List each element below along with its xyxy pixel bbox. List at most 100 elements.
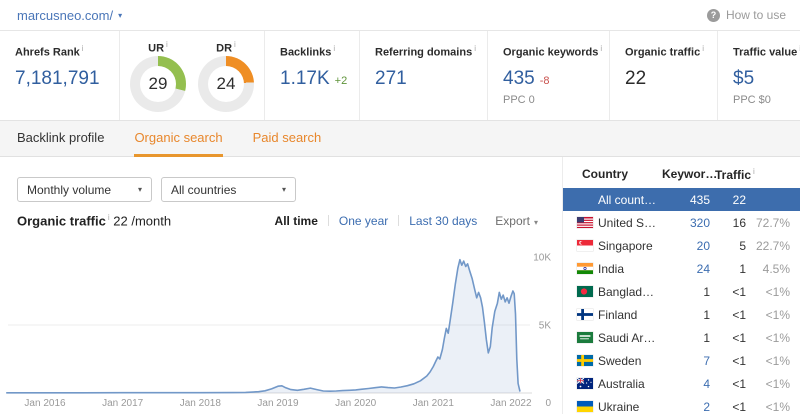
table-row-finland[interactable]: Finland 1 <1 <1% xyxy=(563,303,800,326)
divider xyxy=(327,215,329,227)
dr-donut: 24 xyxy=(198,55,254,112)
chart-current-value: 22 /month xyxy=(113,213,172,229)
table-row-united-s-[interactable]: United S… 320 16 72.7% xyxy=(563,211,800,234)
tab-organic-search[interactable]: Organic search xyxy=(134,121,223,157)
traffic-percent: 4.5% xyxy=(762,261,790,276)
traffic-count: 16 xyxy=(732,215,746,230)
traffic-count: 22 xyxy=(732,192,746,207)
traffic-percent: 72.7% xyxy=(755,215,790,230)
ahrefs-rank-label: Ahrefs Rank xyxy=(15,46,80,59)
traffic-count: <1 xyxy=(732,284,746,299)
dr-gauge: DR i 24 xyxy=(197,40,255,120)
traffic-percent: <1% xyxy=(765,353,790,368)
table-row-singapore[interactable]: Singapore 20 5 22.7% xyxy=(563,234,800,257)
tab-strip: Backlink profile Organic search Paid searc… xyxy=(0,121,800,157)
svg-text:0: 0 xyxy=(545,398,551,409)
chevron-down-icon: ▾ xyxy=(137,185,142,194)
traffic-percent: <1% xyxy=(765,284,790,299)
table-row-india[interactable]: India 24 1 4.5% xyxy=(563,257,800,280)
keywords-count[interactable]: 2 xyxy=(703,399,710,414)
table-row-australia[interactable]: Australia 4 <1 <1% xyxy=(563,372,800,395)
countries-select[interactable]: All countries ▾ xyxy=(161,177,296,202)
volume-select[interactable]: Monthly volume ▾ xyxy=(17,177,152,202)
country-name: United S… xyxy=(598,215,657,230)
traffic-percent: <1% xyxy=(765,376,790,391)
range-one-year[interactable]: One year xyxy=(338,213,389,228)
country-name: Banglad… xyxy=(598,284,655,299)
country-name: Singapore xyxy=(598,238,653,253)
flag-fi-icon xyxy=(577,309,593,320)
referring-domains-value[interactable]: 271 xyxy=(375,67,407,89)
traffic-percent: <1% xyxy=(765,307,790,322)
flag-ua-icon xyxy=(577,401,593,412)
tab-paid-search[interactable]: Paid search xyxy=(252,130,322,145)
column-country[interactable]: Country xyxy=(582,167,628,181)
table-row-all-count-[interactable]: All count… 435 22 xyxy=(563,188,800,211)
traffic-count: <1 xyxy=(732,330,746,345)
flag-se-icon xyxy=(577,355,593,366)
divider xyxy=(398,215,400,227)
flag-in-icon xyxy=(577,263,593,274)
svg-text:Jan 2019: Jan 2019 xyxy=(257,398,299,409)
chevron-down-icon: ▾ xyxy=(281,185,286,194)
keywords-count: 1 xyxy=(703,284,710,299)
organic-keywords-card: Organic keywords i 435 -8 PPC 0 xyxy=(488,31,610,120)
organic-traffic-card: Organic traffic i 22 xyxy=(610,31,718,120)
table-row-sweden[interactable]: Sweden 7 <1 <1% xyxy=(563,349,800,372)
organic-keywords-ppc: PPC 0 xyxy=(503,93,535,106)
traffic-percent: <1% xyxy=(765,330,790,345)
no-flag xyxy=(577,194,593,205)
svg-text:Jan 2021: Jan 2021 xyxy=(413,398,455,409)
backlinks-delta: +2 xyxy=(334,74,348,87)
chevron-down-icon: ▾ xyxy=(118,10,123,20)
keywords-count[interactable]: 24 xyxy=(696,261,710,276)
keywords-count[interactable]: 320 xyxy=(689,215,710,230)
flag-au-icon xyxy=(577,378,593,389)
svg-text:5K: 5K xyxy=(539,321,552,332)
traffic-count: <1 xyxy=(732,353,746,368)
country-name: Sweden xyxy=(598,353,642,368)
backlinks-card: Backlinks i 1.17K +2 xyxy=(265,31,360,120)
how-to-use-button[interactable]: ? How to use xyxy=(706,8,786,22)
traffic-percent: <1% xyxy=(765,399,790,414)
table-row-banglad-[interactable]: Banglad… 1 <1 <1% xyxy=(563,280,800,303)
traffic-chart: Jan 2016 Jan 2017 Jan 2018 Jan 2019 Jan 2020… xyxy=(0,238,560,414)
svg-text:10K: 10K xyxy=(533,253,551,264)
country-name: All count… xyxy=(598,192,657,207)
referring-domains-card: Referring domains i 271 xyxy=(360,31,488,120)
keywords-count[interactable]: 4 xyxy=(703,376,710,391)
organic-keywords-value[interactable]: 435 xyxy=(503,67,535,89)
table-row-ukraine[interactable]: Ukraine 2 <1 <1% xyxy=(563,395,800,414)
export-label: Export xyxy=(495,213,530,228)
chart-header: Organic traffic i 22 /month All time One y… xyxy=(17,213,538,228)
info-superscript-icon: i xyxy=(600,44,603,53)
chevron-down-icon: ▾ xyxy=(533,217,538,227)
range-all-time[interactable]: All time xyxy=(274,213,318,228)
ur-value: 29 xyxy=(148,73,168,93)
chart-title: Organic traffic xyxy=(17,213,106,229)
column-traffic: Traffic xyxy=(715,168,752,182)
organic-traffic-value: 22 xyxy=(625,67,647,89)
keywords-count[interactable]: 7 xyxy=(703,353,710,368)
column-keywords[interactable]: Keywor… xyxy=(662,167,718,181)
organic-traffic-label: Organic traffic xyxy=(625,46,701,59)
volume-select-value: Monthly volume xyxy=(27,182,112,197)
keywords-count[interactable]: 20 xyxy=(696,238,710,253)
ur-dr-card: UR i 29 DR i 24 xyxy=(120,31,265,120)
countries-select-value: All countries xyxy=(171,182,237,197)
flag-bd-icon xyxy=(577,286,593,297)
referring-domains-label: Referring domains xyxy=(375,46,473,59)
organic-keywords-delta: -8 xyxy=(539,74,550,87)
info-superscript-icon: i xyxy=(753,167,755,176)
tab-backlink-profile[interactable]: Backlink profile xyxy=(17,130,105,145)
domain-selector[interactable]: marcusneo.com/ ▾ xyxy=(17,8,122,23)
backlinks-value[interactable]: 1.17K xyxy=(280,67,330,89)
country-table-body: All count… 435 22 United S… 320 16 72.7% Singap… xyxy=(563,188,800,414)
traffic-value-value: $5 xyxy=(733,67,755,89)
export-button[interactable]: Export ▾ xyxy=(495,214,538,228)
table-row-saudi-ar-[interactable]: Saudi Ar… 1 <1 <1% xyxy=(563,326,800,349)
range-last-30-days[interactable]: Last 30 days xyxy=(409,213,478,228)
info-superscript-icon: i xyxy=(166,40,168,49)
domain-name: marcusneo.com/ xyxy=(17,7,114,23)
